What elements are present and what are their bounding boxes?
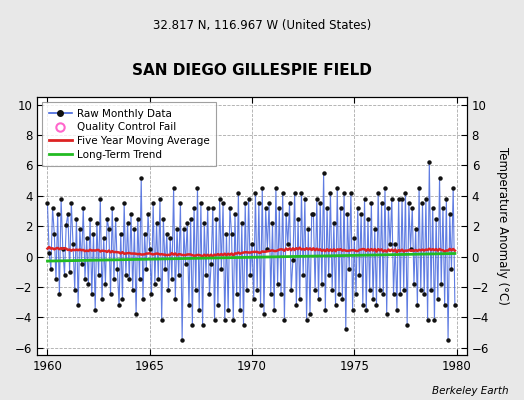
Text: 32.817 N, 116.967 W (United States): 32.817 N, 116.967 W (United States) — [153, 19, 371, 32]
Y-axis label: Temperature Anomaly (°C): Temperature Anomaly (°C) — [496, 147, 509, 305]
Title: SAN DIEGO GILLESPIE FIELD: SAN DIEGO GILLESPIE FIELD — [132, 63, 372, 78]
Text: Berkeley Earth: Berkeley Earth — [432, 386, 508, 396]
Legend: Raw Monthly Data, Quality Control Fail, Five Year Moving Average, Long-Term Tren: Raw Monthly Data, Quality Control Fail, … — [42, 102, 216, 166]
